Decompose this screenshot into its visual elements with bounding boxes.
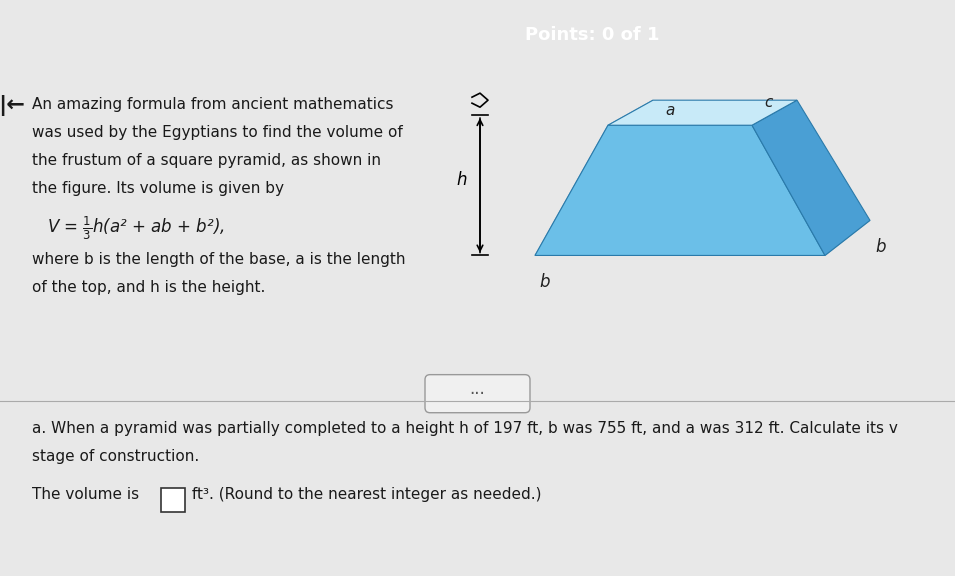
Text: The volume is: The volume is <box>32 487 144 502</box>
Text: where b is the length of the base, a is the length: where b is the length of the base, a is … <box>32 252 406 267</box>
Text: was used by the Egyptians to find the volume of: was used by the Egyptians to find the vo… <box>32 125 403 140</box>
Text: ft³. (Round to the nearest integer as needed.): ft³. (Round to the nearest integer as ne… <box>187 487 541 502</box>
Polygon shape <box>535 221 870 255</box>
Text: b: b <box>875 238 885 256</box>
Text: stage of construction.: stage of construction. <box>32 449 200 464</box>
Text: V = $\frac{1}{3}$h(a² + ab + b²),: V = $\frac{1}{3}$h(a² + ab + b²), <box>47 214 224 242</box>
Text: b: b <box>540 274 550 291</box>
Text: a: a <box>666 103 674 118</box>
Text: the frustum of a square pyramid, as shown in: the frustum of a square pyramid, as show… <box>32 153 381 168</box>
Polygon shape <box>535 125 825 255</box>
Text: the figure. Its volume is given by: the figure. Its volume is given by <box>32 181 284 196</box>
Polygon shape <box>535 100 653 255</box>
Text: Points: 0 of 1: Points: 0 of 1 <box>525 25 659 44</box>
Text: a. When a pyramid was partially completed to a height h of 197 ft, b was 755 ft,: a. When a pyramid was partially complete… <box>32 420 898 435</box>
Text: |←: |← <box>0 94 26 116</box>
Text: An amazing formula from ancient mathematics: An amazing formula from ancient mathemat… <box>32 97 393 112</box>
Text: ···: ··· <box>470 385 485 403</box>
Text: of the top, and h is the height.: of the top, and h is the height. <box>32 281 265 295</box>
Polygon shape <box>608 100 797 125</box>
Text: h: h <box>456 171 467 190</box>
FancyBboxPatch shape <box>425 374 530 413</box>
Polygon shape <box>752 100 870 255</box>
FancyBboxPatch shape <box>161 488 185 512</box>
Text: c: c <box>764 95 773 110</box>
